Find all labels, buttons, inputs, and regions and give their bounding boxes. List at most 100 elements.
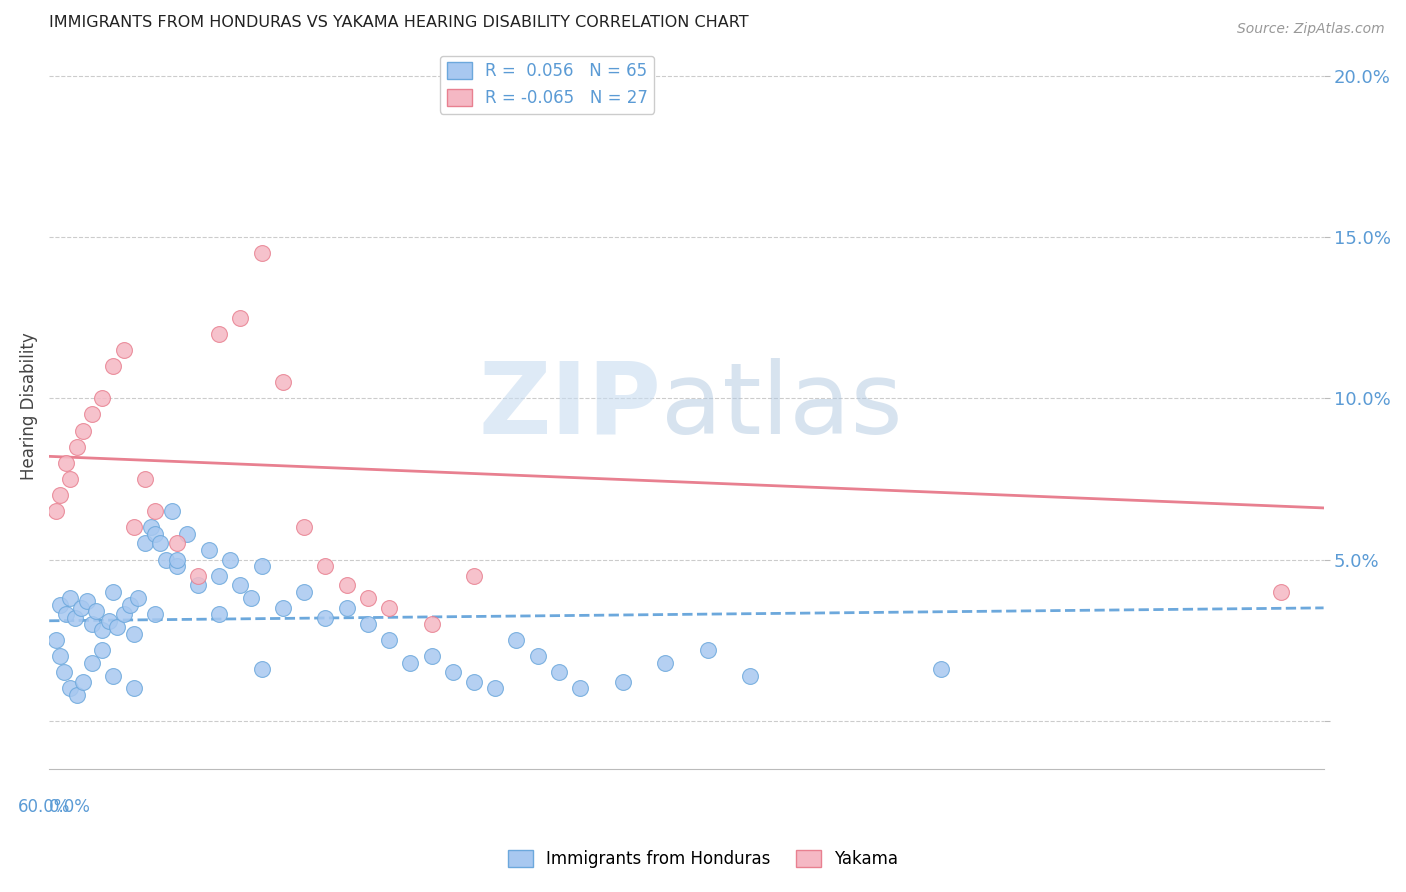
Point xyxy=(378,633,401,648)
Point xyxy=(112,343,135,357)
Point xyxy=(335,600,357,615)
Point xyxy=(80,617,103,632)
Point xyxy=(271,375,294,389)
Point xyxy=(612,675,634,690)
Point xyxy=(55,607,77,622)
Point xyxy=(463,568,485,582)
Point xyxy=(145,504,167,518)
Point xyxy=(122,681,145,696)
Point xyxy=(240,591,263,606)
Point xyxy=(166,552,188,566)
Point xyxy=(118,598,141,612)
Point xyxy=(1270,584,1292,599)
Point xyxy=(569,681,592,696)
Point xyxy=(929,662,952,676)
Point xyxy=(91,624,114,638)
Point xyxy=(208,607,231,622)
Point xyxy=(45,504,67,518)
Legend: Immigrants from Honduras, Yakama: Immigrants from Honduras, Yakama xyxy=(502,843,904,875)
Point xyxy=(218,552,240,566)
Point xyxy=(59,472,82,486)
Point xyxy=(127,591,149,606)
Point xyxy=(166,558,188,573)
Point xyxy=(250,662,273,676)
Point xyxy=(91,642,114,657)
Point xyxy=(76,594,98,608)
Text: Source: ZipAtlas.com: Source: ZipAtlas.com xyxy=(1237,22,1385,37)
Point xyxy=(250,246,273,260)
Point xyxy=(271,600,294,615)
Point xyxy=(292,520,315,534)
Point xyxy=(49,649,72,664)
Point xyxy=(66,688,89,702)
Point xyxy=(463,675,485,690)
Point xyxy=(292,584,315,599)
Point xyxy=(49,488,72,502)
Point xyxy=(420,617,443,632)
Point xyxy=(155,552,177,566)
Point xyxy=(53,665,76,680)
Point xyxy=(740,668,762,682)
Point xyxy=(122,626,145,640)
Point xyxy=(112,607,135,622)
Point xyxy=(72,675,94,690)
Point xyxy=(314,558,336,573)
Point xyxy=(55,456,77,470)
Point xyxy=(59,681,82,696)
Point xyxy=(696,642,718,657)
Point xyxy=(122,520,145,534)
Point xyxy=(526,649,548,664)
Point xyxy=(80,656,103,670)
Point xyxy=(399,656,422,670)
Point xyxy=(166,536,188,550)
Point xyxy=(335,578,357,592)
Point xyxy=(357,617,380,632)
Point xyxy=(134,536,156,550)
Point xyxy=(145,607,167,622)
Point xyxy=(484,681,506,696)
Point xyxy=(105,620,128,634)
Point xyxy=(149,536,172,550)
Text: ZIP: ZIP xyxy=(478,358,661,455)
Point xyxy=(654,656,676,670)
Text: atlas: atlas xyxy=(661,358,903,455)
Point xyxy=(72,424,94,438)
Point xyxy=(70,600,93,615)
Point xyxy=(314,610,336,624)
Point xyxy=(197,542,219,557)
Point xyxy=(505,633,527,648)
Text: 0.0%: 0.0% xyxy=(49,798,91,816)
Point xyxy=(441,665,464,680)
Legend: R =  0.056   N = 65, R = -0.065   N = 27: R = 0.056 N = 65, R = -0.065 N = 27 xyxy=(440,55,654,113)
Point xyxy=(49,598,72,612)
Point xyxy=(101,359,124,373)
Point xyxy=(101,584,124,599)
Y-axis label: Hearing Disability: Hearing Disability xyxy=(20,333,38,480)
Point xyxy=(45,633,67,648)
Point xyxy=(63,610,86,624)
Point xyxy=(208,326,231,341)
Point xyxy=(229,310,252,325)
Point xyxy=(187,578,209,592)
Point xyxy=(145,526,167,541)
Point xyxy=(176,526,198,541)
Point xyxy=(101,668,124,682)
Point xyxy=(84,604,107,618)
Point xyxy=(59,591,82,606)
Point xyxy=(91,392,114,406)
Point xyxy=(80,408,103,422)
Point xyxy=(187,568,209,582)
Text: 60.0%: 60.0% xyxy=(18,798,70,816)
Point xyxy=(250,558,273,573)
Point xyxy=(162,504,184,518)
Point xyxy=(229,578,252,592)
Text: IMMIGRANTS FROM HONDURAS VS YAKAMA HEARING DISABILITY CORRELATION CHART: IMMIGRANTS FROM HONDURAS VS YAKAMA HEARI… xyxy=(49,15,749,30)
Point xyxy=(97,614,120,628)
Point xyxy=(378,600,401,615)
Point xyxy=(208,568,231,582)
Point xyxy=(134,472,156,486)
Point xyxy=(357,591,380,606)
Point xyxy=(420,649,443,664)
Point xyxy=(66,440,89,454)
Point xyxy=(548,665,571,680)
